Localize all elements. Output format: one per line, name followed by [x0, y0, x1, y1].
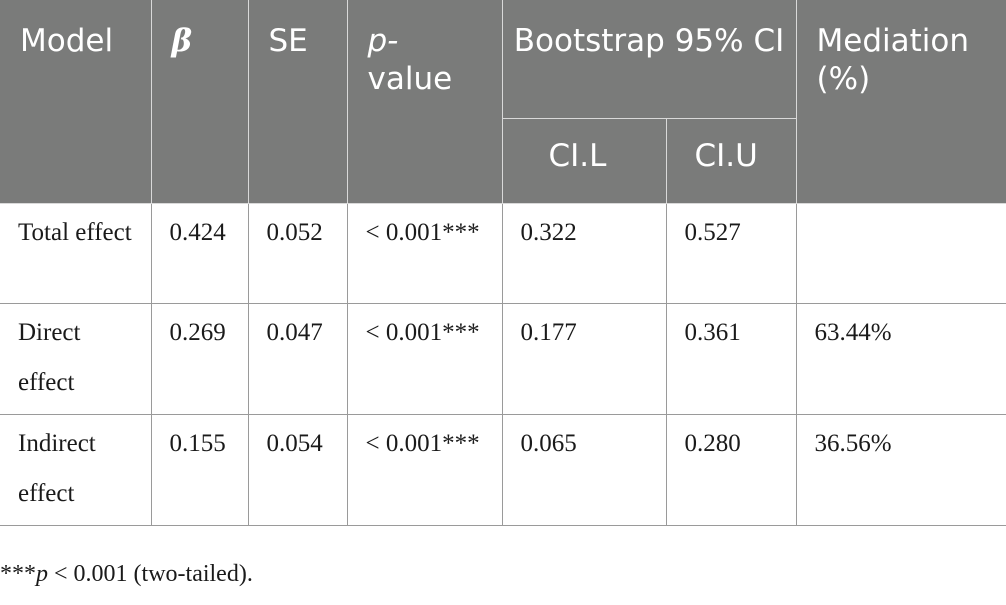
table-row: Total effect 0.424 0.052 < 0.001*** 0.32… [0, 202, 1006, 304]
header-p-value: p-value [346, 0, 503, 204]
cell-se: 0.047 [247, 302, 348, 415]
footnote-text: < 0.001 (two-tailed). [48, 561, 253, 587]
header-ci-upper: CI.U [665, 118, 797, 204]
header-p-value-line1: p- [367, 23, 399, 59]
header-model: Model [0, 0, 152, 204]
table-row: Direct effect 0.269 0.047 < 0.001*** 0.1… [0, 302, 1006, 415]
cell-mediation [795, 202, 1006, 304]
table-header: Model β SE p-value Bootstrap 95% CI Medi… [0, 0, 1006, 204]
cell-beta: 0.155 [150, 413, 249, 526]
cell-ci-lower: 0.322 [501, 202, 667, 304]
cell-ci-upper: 0.361 [665, 302, 797, 415]
cell-p-value: < 0.001*** [346, 413, 503, 526]
cell-ci-lower: 0.065 [501, 413, 667, 526]
header-row: Model β SE p-value Bootstrap 95% CI Medi… [0, 0, 1006, 204]
cell-se: 0.054 [247, 413, 348, 526]
mediation-results-table: Model β SE p-value Bootstrap 95% CI Medi… [0, 0, 1006, 526]
footnote-p: p [36, 561, 48, 587]
cell-p-value: < 0.001*** [346, 202, 503, 304]
table-row: Indirect effect 0.155 0.054 < 0.001*** 0… [0, 413, 1006, 526]
cell-se: 0.052 [247, 202, 348, 304]
header-beta: β [150, 0, 249, 204]
cell-beta: 0.269 [150, 302, 249, 415]
cell-mediation: 63.44% [795, 302, 1006, 415]
cell-model: Total effect [0, 202, 152, 304]
header-p-value-line2: value [367, 61, 453, 97]
cell-model: Indirect effect [0, 413, 152, 526]
header-ci-lower: CI.L [501, 118, 667, 204]
mediation-table-container: Model β SE p-value Bootstrap 95% CI Medi… [0, 0, 1006, 526]
footnote-stars: *** [0, 561, 36, 587]
cell-ci-upper: 0.527 [665, 202, 797, 304]
header-mediation: Mediation (%) [795, 0, 1006, 204]
cell-mediation: 36.56% [795, 413, 1006, 526]
table-footnote: ***p < 0.001 (two-tailed). [0, 561, 253, 588]
cell-ci-lower: 0.177 [501, 302, 667, 415]
cell-beta: 0.424 [150, 202, 249, 304]
cell-p-value: < 0.001*** [346, 302, 503, 415]
header-bootstrap-ci: Bootstrap 95% CI [501, 0, 797, 119]
cell-model: Direct effect [0, 302, 152, 415]
cell-ci-upper: 0.280 [665, 413, 797, 526]
header-subrow: CI.L CI.U [0, 118, 1006, 204]
header-se: SE [247, 0, 348, 204]
table-body: Total effect 0.424 0.052 < 0.001*** 0.32… [0, 202, 1006, 526]
